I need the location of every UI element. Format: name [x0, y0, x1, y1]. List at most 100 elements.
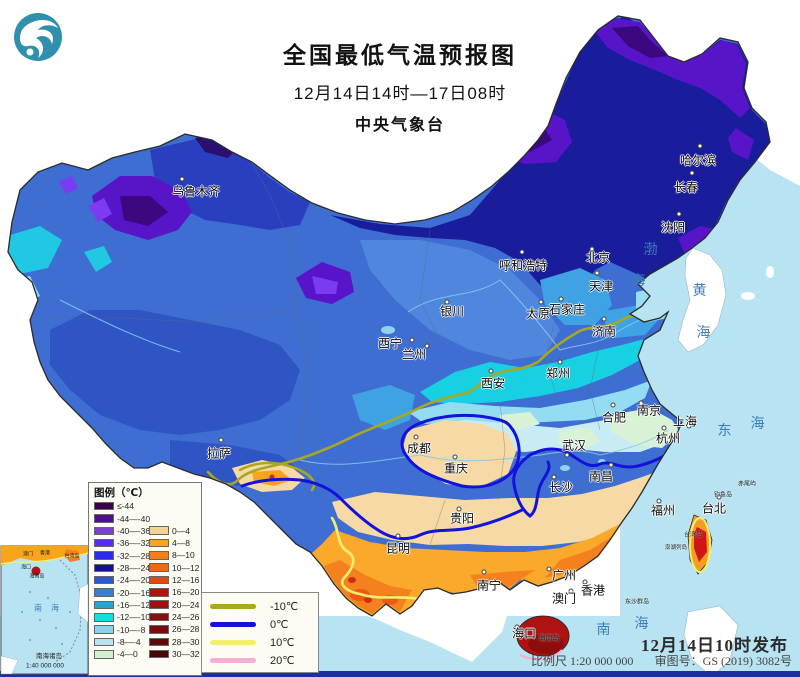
- legend-range-label: 0—4: [172, 525, 190, 536]
- release-time: 12月14日10时发布: [641, 636, 788, 655]
- legend-row: 8—10: [149, 549, 199, 561]
- legend-range-label: -44—-40: [117, 513, 151, 524]
- city-label: 上海: [672, 414, 698, 429]
- legend-range-label: 26—28: [172, 624, 200, 635]
- city-marker: [589, 246, 595, 252]
- legend-swatch: [94, 501, 114, 511]
- city-label: 杭州: [655, 431, 681, 446]
- inset-label: 南海诸岛: [36, 653, 62, 660]
- legend-swatch: [149, 526, 169, 535]
- legend-swatch: [94, 563, 114, 573]
- isoline-legend: -10℃ 0℃ 10℃ 20℃: [201, 592, 319, 673]
- city-label: 西安: [480, 376, 506, 391]
- city-marker: [568, 588, 574, 594]
- south-china-sea-inset: [0, 545, 89, 675]
- city-label: 长春: [673, 180, 699, 195]
- city-marker: [413, 434, 419, 440]
- sea-label: 海: [750, 417, 766, 432]
- legend-row: -12—-10: [94, 611, 150, 623]
- rivers: [59, 279, 669, 465]
- city-marker: [452, 454, 458, 460]
- isoline-row: 10℃: [202, 633, 318, 651]
- city-label: 南宁: [476, 578, 502, 593]
- legend-swatch: [149, 551, 169, 560]
- legend-swatch: [94, 600, 114, 610]
- city-label: 太原: [525, 306, 551, 321]
- island-label: 钓鱼岛: [713, 492, 733, 499]
- inset-label: 海口: [20, 564, 32, 571]
- isoline-label: 0℃: [270, 618, 289, 631]
- city-label: 南昌: [588, 469, 614, 484]
- city-marker: [608, 462, 614, 468]
- legend-row: -10—-8: [94, 623, 150, 635]
- map-scale: 比例尺 1:20 000 000: [531, 654, 634, 668]
- inset-label: 1:40 000 000: [26, 662, 64, 670]
- legend-row: -20—-16: [94, 586, 150, 598]
- inset-label: 澳门: [22, 551, 34, 558]
- legend-range-label: -16—-12: [117, 599, 151, 610]
- city-label: 海口: [511, 626, 537, 641]
- legend-row: -28—-24: [94, 562, 150, 574]
- legend-range-label: -24—-20: [117, 575, 151, 586]
- island-label: 澎湖列岛: [664, 545, 688, 551]
- legend-row: 4—8: [149, 537, 199, 549]
- legend-row: -8—-4: [94, 636, 150, 648]
- city-label: 武汉: [561, 438, 587, 453]
- sea-label: 南: [596, 623, 612, 638]
- city-marker: [395, 533, 401, 539]
- island-label: 赤尾屿: [737, 481, 757, 488]
- korea-peninsula: [677, 247, 727, 353]
- legend-range-label: -8—-4: [117, 636, 141, 647]
- legend-swatch: [94, 650, 114, 659]
- city-label: 昆明: [385, 541, 411, 556]
- inset-label: 南: [34, 603, 42, 613]
- legend-row: 10—12: [149, 562, 199, 574]
- legend-range-label: -40—-36: [117, 525, 151, 536]
- legend-row: -36—-32: [94, 537, 150, 549]
- city-label: 台北: [701, 501, 727, 516]
- legend-range-label: -4—0: [117, 649, 138, 660]
- city-marker: [689, 170, 695, 176]
- city-marker: [594, 270, 600, 276]
- inset-label: 台湾岛: [64, 553, 80, 560]
- sea-label: 海: [631, 274, 647, 289]
- bottom-border-strip: [0, 671, 800, 677]
- island-label: 海南岛: [538, 635, 560, 642]
- city-marker: [519, 249, 525, 255]
- legend-swatch: [94, 526, 114, 536]
- city-marker: [179, 176, 185, 182]
- sea-label: 黄: [692, 284, 708, 299]
- city-marker: [409, 337, 415, 343]
- city-label: 银川: [439, 304, 465, 319]
- city-marker: [558, 296, 564, 302]
- city-label: 天津: [588, 279, 614, 294]
- city-label: 北京: [585, 250, 611, 265]
- city-label: 乌鲁木齐: [171, 184, 221, 199]
- isoline-row: 0℃: [202, 615, 318, 633]
- city-label: 兰州: [401, 347, 427, 362]
- city-marker: [661, 425, 667, 431]
- city-label: 澳门: [551, 591, 577, 606]
- legend-row: -4—0: [94, 648, 150, 660]
- luzon-island: [683, 605, 739, 677]
- city-marker: [601, 316, 607, 322]
- legend-swatch: [149, 538, 169, 548]
- legend-row: -24—-20: [94, 574, 150, 586]
- province-borders: [33, 162, 601, 546]
- city-marker: [716, 494, 722, 500]
- city-marker: [676, 211, 682, 217]
- isoline-label: 20℃: [270, 654, 295, 667]
- legend-row: ≤-44: [94, 500, 150, 512]
- city-marker: [514, 624, 520, 630]
- city-label: 长沙: [548, 480, 574, 495]
- city-marker: [456, 506, 462, 512]
- legend-range-label: 16—20: [172, 587, 200, 598]
- legend-range-label: 24—26: [172, 612, 200, 623]
- sea-label: 渤: [643, 243, 659, 258]
- legend-swatch: [149, 625, 169, 634]
- city-label: 贵阳: [449, 511, 475, 526]
- legend-swatch: [149, 575, 169, 585]
- city-label: 香港: [580, 583, 606, 598]
- legend-range-label: 30—32: [172, 649, 200, 660]
